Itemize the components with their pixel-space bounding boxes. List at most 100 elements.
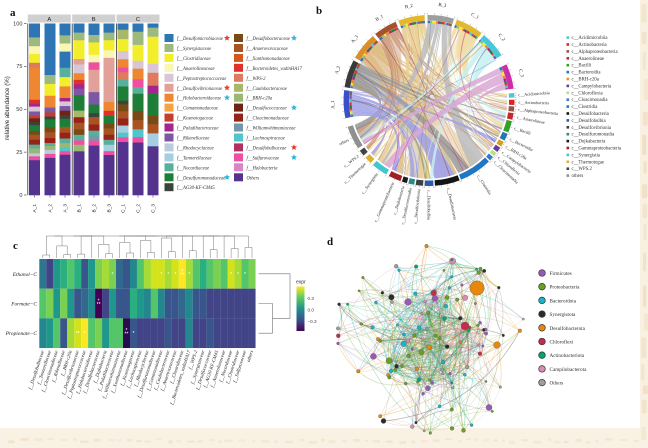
svg-text:f__Anaerovoracaceae: f__Anaerovoracaceae	[247, 47, 288, 52]
svg-text:B_3: B_3	[107, 204, 113, 213]
svg-text:c__Bacilli: c__Bacilli	[572, 64, 592, 69]
svg-text:others: others	[247, 350, 256, 363]
svg-text:0.0: 0.0	[308, 308, 315, 313]
svg-text:f__Tannerellaceae: f__Tannerellaceae	[177, 156, 212, 161]
svg-text:others: others	[572, 174, 584, 179]
svg-text:f__Lachnospiraceae: f__Lachnospiraceae	[247, 137, 285, 142]
svg-text:c__Chloroflexia: c__Chloroflexia	[572, 91, 604, 96]
svg-text:Propionate−C: Propionate−C	[5, 331, 38, 337]
svg-text:f__Desulfobulbaceae: f__Desulfobulbaceae	[247, 146, 287, 151]
svg-text:c__Alphaproteobacteria: c__Alphaproteobacteria	[518, 107, 559, 116]
svg-text:f__Caulobacteraceae: f__Caulobacteraceae	[247, 87, 287, 92]
svg-text:c__Actinobacteria: c__Actinobacteria	[572, 43, 608, 48]
svg-text:c__Synergistia: c__Synergistia	[572, 153, 601, 158]
svg-text:f__Halobacteroidaceae: f__Halobacteroidaceae	[177, 97, 221, 102]
svg-text:75: 75	[16, 64, 22, 70]
svg-text:relative abundance (%): relative abundance (%)	[4, 76, 11, 140]
svg-text:*: *	[98, 299, 100, 305]
svg-text:−0.3: −0.3	[308, 319, 318, 324]
svg-text:f__Rikenellaceae: f__Rikenellaceae	[177, 137, 209, 142]
svg-text:f__Desulfovibrionaceae: f__Desulfovibrionaceae	[177, 87, 222, 92]
svg-text:*: *	[167, 272, 169, 278]
svg-text:B: B	[92, 17, 96, 23]
svg-text:Proteobacteria: Proteobacteria	[550, 285, 581, 291]
svg-text:f__BRH-c20a: f__BRH-c20a	[247, 97, 273, 102]
svg-text:c__Dojkabacteria: c__Dojkabacteria	[572, 140, 607, 145]
svg-text:Actinobacteriota: Actinobacteriota	[550, 353, 585, 359]
svg-text:f__WPS-2: f__WPS-2	[247, 77, 267, 82]
svg-text:A_3: A_3	[63, 204, 69, 213]
svg-text:f__Anaerolineaceae: f__Anaerolineaceae	[177, 67, 215, 72]
svg-text:c__Bacteroidia: c__Bacteroidia	[572, 71, 602, 76]
svg-text:c__Desulfobulbia: c__Desulfobulbia	[427, 190, 432, 220]
svg-text:c__BRH-c20a: c__BRH-c20a	[572, 78, 600, 83]
svg-text:c__Anaerolineae: c__Anaerolineae	[572, 57, 605, 62]
svg-text:*: *	[244, 272, 246, 278]
svg-text:Bacteroidota: Bacteroidota	[550, 298, 577, 304]
svg-text:f__Peptostreptococcaceae: f__Peptostreptococcaceae	[177, 77, 226, 82]
svg-text:A_3: A_3	[351, 35, 361, 45]
svg-text:B_1: B_1	[375, 14, 385, 23]
svg-text:C_3: C_3	[517, 69, 524, 79]
svg-text:B_1: B_1	[77, 204, 83, 213]
svg-text:B_3: B_3	[438, 3, 447, 9]
svg-text:Campilobacterota: Campilobacterota	[550, 367, 588, 373]
svg-text:B_2: B_2	[92, 204, 98, 213]
svg-text:f__Sulfurovaceae: f__Sulfurovaceae	[247, 156, 280, 161]
svg-text:Formate−C: Formate−C	[10, 302, 37, 308]
svg-text:c__Gammaproteobacteria: c__Gammaproteobacteria	[572, 147, 622, 152]
svg-text:*: *	[160, 272, 162, 278]
svg-text:*: *	[237, 272, 239, 278]
svg-text:A_1: A_1	[331, 100, 336, 109]
svg-text:0.3: 0.3	[308, 296, 315, 301]
svg-text:*: *	[174, 272, 176, 278]
svg-text:f__Desulfomicrobiaceae: f__Desulfomicrobiaceae	[177, 37, 223, 42]
svg-text:c__Desulfuromonadia: c__Desulfuromonadia	[572, 133, 615, 138]
svg-text:c__Acidimicrobiia: c__Acidimicrobiia	[518, 90, 550, 97]
svg-text:c: c	[13, 240, 18, 252]
svg-text:25: 25	[16, 150, 22, 156]
svg-text:0: 0	[19, 193, 22, 199]
svg-text:Others: Others	[550, 381, 564, 387]
svg-text:f__Halobacteria: f__Halobacteria	[247, 166, 279, 171]
svg-text:f__Desulfobacteraceae: f__Desulfobacteraceae	[247, 37, 290, 42]
svg-text:c__Desulfovibrionia: c__Desulfovibrionia	[572, 126, 612, 131]
svg-text:A_2: A_2	[335, 65, 342, 75]
svg-text:*: *	[126, 328, 128, 334]
svg-text:100: 100	[13, 21, 22, 27]
svg-text:c__Cloacimonadia: c__Cloacimonadia	[572, 98, 609, 103]
svg-text:f__Rhodocyclaceae: f__Rhodocyclaceae	[177, 146, 214, 151]
svg-text:Synergistota: Synergistota	[550, 312, 577, 318]
svg-text:others: others	[338, 137, 350, 146]
svg-text:c__Desulfovibrionia: c__Desulfovibrionia	[413, 189, 422, 224]
svg-text:C_2: C_2	[497, 33, 506, 43]
svg-text:c__Alphaproteobacteria: c__Alphaproteobacteria	[572, 50, 619, 55]
svg-text:f__Nocardiaceae: f__Nocardiaceae	[177, 166, 209, 171]
svg-text:*: *	[181, 269, 183, 275]
svg-text:f__Williamwhitmaniaceae: f__Williamwhitmaniaceae	[247, 127, 296, 132]
svg-text:C: C	[136, 17, 140, 23]
svg-text:c__Bacilli: c__Bacilli	[513, 126, 532, 136]
svg-text:f__Clostridiaceae: f__Clostridiaceae	[177, 57, 211, 62]
svg-text:c__Actinobacteria: c__Actinobacteria	[518, 100, 549, 106]
svg-text:Others: Others	[247, 176, 260, 181]
svg-text:f__Bacteroidetes_vadinHA17: f__Bacteroidetes_vadinHA17	[247, 67, 303, 72]
svg-text:Chloroflexi: Chloroflexi	[550, 339, 574, 346]
svg-text:C_1: C_1	[121, 204, 127, 213]
svg-text:C_3: C_3	[151, 204, 157, 213]
svg-text:A_2: A_2	[48, 204, 54, 213]
svg-text:f__Comamonadaceae: f__Comamonadaceae	[177, 107, 218, 112]
svg-text:a: a	[10, 7, 16, 19]
svg-text:*: *	[84, 331, 86, 337]
svg-text:C_2: C_2	[136, 204, 142, 213]
svg-text:Ethanol−C: Ethanol−C	[12, 272, 38, 278]
svg-text:**: **	[125, 332, 129, 338]
svg-text:**: **	[180, 272, 184, 278]
svg-text:c__Acidimicrobiia: c__Acidimicrobiia	[572, 36, 609, 41]
svg-text:c__Desulfobacteria: c__Desulfobacteria	[446, 187, 458, 220]
svg-text:c__Anaerolineae: c__Anaerolineae	[516, 115, 545, 125]
svg-text:f__Desulfococcaceae: f__Desulfococcaceae	[247, 107, 287, 112]
svg-text:A: A	[47, 17, 51, 23]
svg-text:b: b	[316, 5, 322, 17]
svg-text:A_1: A_1	[32, 204, 38, 213]
